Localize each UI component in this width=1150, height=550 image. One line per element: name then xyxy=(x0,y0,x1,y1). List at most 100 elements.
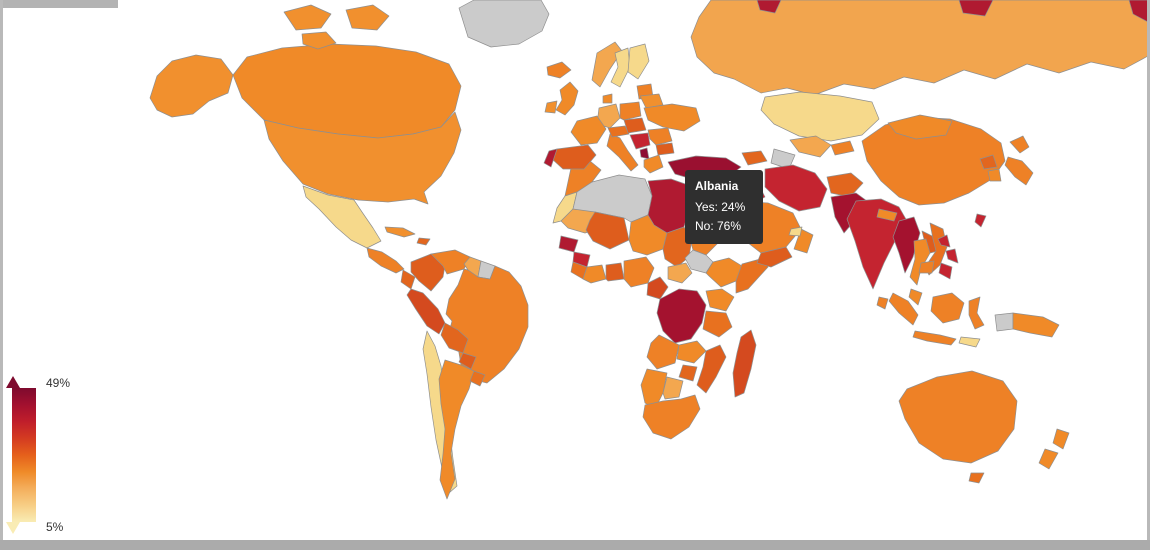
window-edge-left xyxy=(0,0,3,540)
country-kenya[interactable] xyxy=(705,288,735,312)
country-bulgaria[interactable] xyxy=(655,142,675,156)
country-greece[interactable] xyxy=(643,154,664,174)
country-australia[interactable] xyxy=(898,370,1018,464)
country-uk[interactable] xyxy=(555,81,579,116)
color-legend: 49% 5% xyxy=(6,376,100,540)
country-north-korea[interactable] xyxy=(979,154,998,170)
country-new-zealand[interactable] xyxy=(1052,428,1070,450)
country-iran[interactable] xyxy=(764,164,828,212)
country-south-africa[interactable] xyxy=(642,394,701,440)
country-canada-arctic[interactable] xyxy=(301,31,337,50)
country-poland[interactable] xyxy=(619,101,642,121)
legend-max-label: 49% xyxy=(46,376,71,390)
country-central-america[interactable] xyxy=(366,247,405,274)
country-south-korea[interactable] xyxy=(987,168,1002,182)
country-madagascar[interactable] xyxy=(732,329,757,398)
country-malaysia[interactable] xyxy=(908,288,923,306)
tooltip-country-name: Albania xyxy=(695,179,739,193)
country-cuba[interactable] xyxy=(384,226,416,238)
country-ivory-coast[interactable] xyxy=(582,264,607,284)
legend-gradient-bar xyxy=(12,388,36,522)
country-france[interactable] xyxy=(570,115,607,146)
country-senegal[interactable] xyxy=(558,235,579,253)
country-afghanistan[interactable] xyxy=(826,172,864,198)
country-ghana[interactable] xyxy=(605,262,625,282)
legend-min-label: 5% xyxy=(46,520,64,534)
country-balkans[interactable] xyxy=(629,132,651,150)
country-myanmar[interactable] xyxy=(892,216,921,274)
country-usa[interactable] xyxy=(263,111,462,205)
country-iceland[interactable] xyxy=(546,61,572,79)
window-edge-top xyxy=(0,0,118,8)
country-thailand[interactable] xyxy=(909,238,931,286)
country-hispaniola[interactable] xyxy=(416,237,431,246)
country-oman[interactable] xyxy=(793,228,814,254)
country-kyrgyzstan[interactable] xyxy=(830,140,855,156)
country-caucasus[interactable] xyxy=(741,150,768,166)
country-portugal[interactable] xyxy=(543,148,558,168)
country-botswana[interactable] xyxy=(662,376,684,400)
country-norway[interactable] xyxy=(591,41,623,88)
country-indonesia[interactable] xyxy=(968,296,985,330)
country-mozambique[interactable] xyxy=(696,344,727,394)
country-sweden[interactable] xyxy=(610,47,631,88)
country-papua-new-guinea[interactable] xyxy=(1012,312,1060,338)
country-mongolia[interactable] xyxy=(887,114,953,140)
country-india[interactable] xyxy=(846,198,908,290)
country-philippines[interactable] xyxy=(938,262,953,280)
country-tasmania[interactable] xyxy=(968,472,985,484)
country-romania[interactable] xyxy=(647,127,673,146)
country-drc[interactable] xyxy=(656,288,707,344)
country-denmark[interactable] xyxy=(602,93,613,104)
country-austria[interactable] xyxy=(607,125,630,138)
country-albania[interactable] xyxy=(639,147,650,160)
country-uzbekistan[interactable] xyxy=(789,135,832,158)
map-tooltip: Albania Yes: 24% No: 76% xyxy=(685,170,763,244)
country-new-zealand[interactable] xyxy=(1038,448,1059,470)
country-cambodia[interactable] xyxy=(918,260,935,274)
country-alaska[interactable] xyxy=(149,54,234,118)
country-russia-arctic[interactable] xyxy=(756,0,782,14)
country-sri-lanka[interactable] xyxy=(876,296,889,310)
country-zimbabwe[interactable] xyxy=(678,364,698,382)
country-czechia[interactable] xyxy=(623,117,647,134)
country-indonesia[interactable] xyxy=(888,292,919,326)
country-mali[interactable] xyxy=(585,211,630,250)
country-philippines[interactable] xyxy=(937,234,951,248)
country-cameroon[interactable] xyxy=(646,276,669,300)
country-greenland[interactable] xyxy=(458,0,550,48)
legend-max-marker xyxy=(6,376,20,388)
country-kazakhstan[interactable] xyxy=(760,91,880,142)
country-yemen[interactable] xyxy=(756,246,793,268)
country-russia-arctic[interactable] xyxy=(958,0,994,17)
country-ethiopia[interactable] xyxy=(705,257,743,288)
country-central-african-republic[interactable] xyxy=(667,262,693,284)
country-ukraine[interactable] xyxy=(643,103,701,132)
country-zambia[interactable] xyxy=(676,340,707,364)
country-japan[interactable] xyxy=(1004,156,1034,186)
country-peru[interactable] xyxy=(406,288,446,335)
country-canada-arctic[interactable] xyxy=(345,4,390,31)
country-indonesia[interactable] xyxy=(930,292,965,324)
country-mexico[interactable] xyxy=(302,185,382,249)
country-indonesia[interactable] xyxy=(912,330,957,346)
legend-min-marker xyxy=(6,522,20,534)
country-uae[interactable] xyxy=(788,226,803,237)
country-nepal[interactable] xyxy=(876,208,898,222)
country-paraguay[interactable] xyxy=(458,352,477,370)
country-tanzania[interactable] xyxy=(702,310,733,338)
country-canada-arctic[interactable] xyxy=(283,4,332,31)
country-italy[interactable] xyxy=(606,133,639,172)
country-uruguay[interactable] xyxy=(469,370,486,387)
country-taiwan[interactable] xyxy=(974,213,987,228)
horizontal-scrollbar[interactable] xyxy=(0,540,1150,550)
country-philippines[interactable] xyxy=(945,248,959,264)
country-west-papua[interactable] xyxy=(994,312,1014,332)
country-timor[interactable] xyxy=(958,336,981,348)
country-ireland[interactable] xyxy=(544,100,558,114)
country-japan[interactable] xyxy=(1009,135,1030,154)
country-finland[interactable] xyxy=(627,43,650,80)
country-russia[interactable] xyxy=(690,0,1149,96)
